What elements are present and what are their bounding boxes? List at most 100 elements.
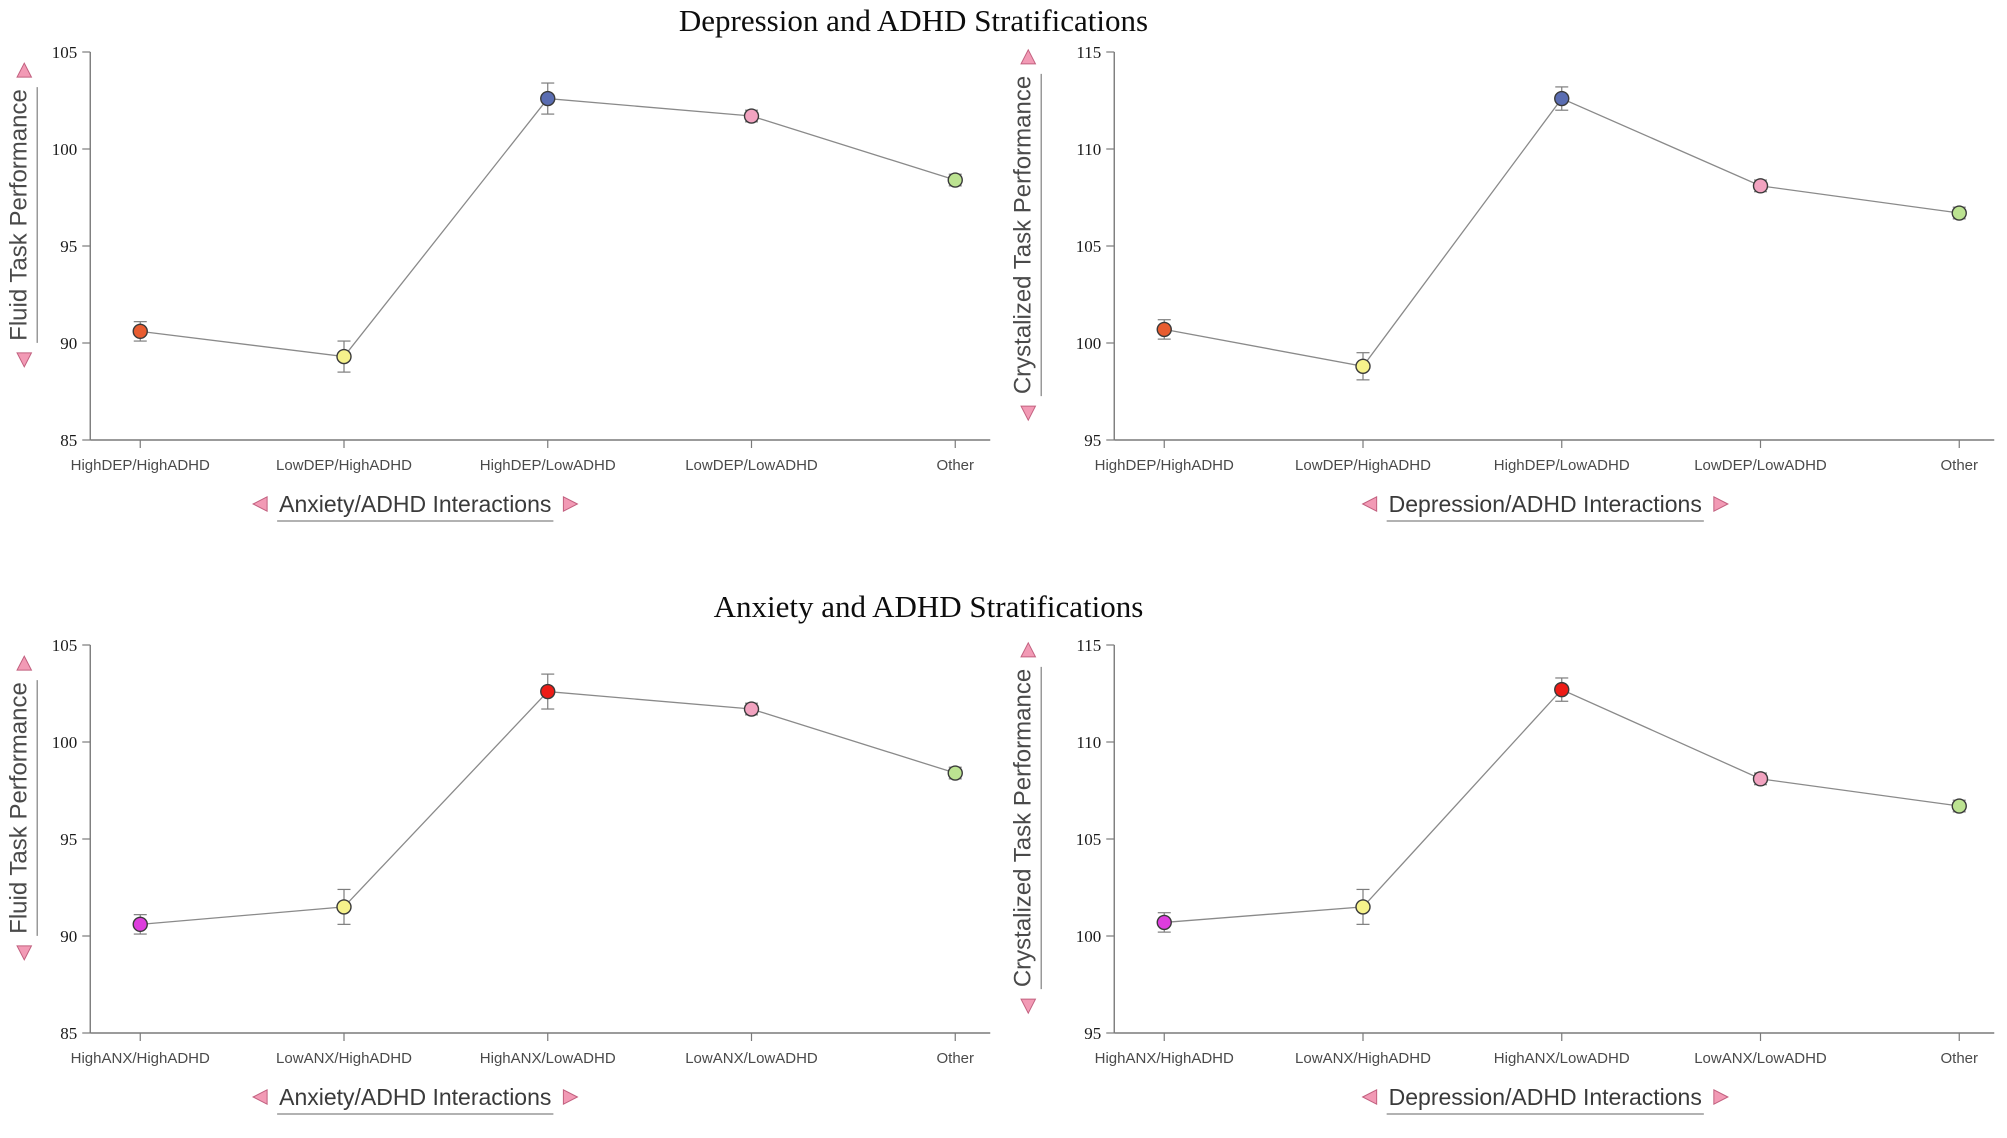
x-tick-label: HighANX/HighADHD — [71, 1050, 210, 1067]
y-title-up-arrow-icon — [17, 63, 31, 77]
data-point-HighDEP/LowADHD — [1554, 92, 1568, 106]
x-axis-title-text: Depression/ADHD Interactions — [1388, 1084, 1701, 1110]
data-point-LowANX/HighADHD — [1356, 900, 1370, 914]
data-point-LowDEP/LowADHD — [1753, 179, 1767, 193]
y-axis-title: Crystalized Task Performance — [1009, 50, 1041, 420]
y-axis-title-text: Crystalized Task Performance — [1009, 76, 1036, 394]
y-tick-label: 110 — [1076, 140, 1101, 159]
y-title-up-arrow-icon — [1021, 643, 1035, 657]
y-axis-title-text: Fluid Task Performance — [5, 89, 32, 341]
y-title-down-arrow-icon — [17, 946, 31, 960]
y-axis-title-text: Crystalized Task Performance — [1009, 669, 1036, 987]
data-point-Other — [948, 173, 962, 187]
y-tick-label: 115 — [1076, 43, 1101, 62]
y-tick-label: 95 — [60, 830, 77, 849]
x-title-left-arrow-icon — [1362, 1090, 1376, 1104]
y-tick-label: 95 — [1084, 1024, 1101, 1043]
panel-anxiety-crystalized: 95 100 105 110 115 HighANX/HighADHD LowANX/Hig… — [1004, 633, 2007, 1138]
y-title-down-arrow-icon — [1021, 406, 1035, 420]
x-axis-title: Anxiety/ADHD Interactions — [253, 491, 577, 521]
y-tick-label: 105 — [52, 636, 78, 655]
data-point-HighDEP/HighADHD — [133, 324, 147, 338]
charts-row-depression: 85 90 95 100 105 HighDEP/HighADHD LowDEP/HighA… — [0, 40, 2007, 545]
x-tick-label: LowANX/HighADHD — [1295, 1050, 1431, 1067]
data-point-Other — [1952, 799, 1966, 813]
x-axis-title-text: Depression/ADHD Interactions — [1388, 491, 1701, 517]
data-point-LowANX/HighADHD — [337, 900, 351, 914]
data-point-LowANX/LowADHD — [1753, 772, 1767, 786]
series-line — [140, 99, 955, 357]
y-axis-title: Crystalized Task Performance — [1009, 643, 1041, 1013]
x-tick-label: LowANX/LowADHD — [685, 1050, 818, 1067]
y-tick-label: 85 — [60, 431, 77, 450]
x-title-right-arrow-icon — [563, 497, 577, 511]
y-axis-title: Fluid Task Performance — [5, 656, 37, 960]
data-point-Other — [948, 766, 962, 780]
x-tick-label: Other — [1940, 1050, 1978, 1067]
x-axis-title: Anxiety/ADHD Interactions — [253, 1084, 577, 1114]
x-tick-label: LowANX/HighADHD — [276, 1050, 412, 1067]
data-point-Other — [1952, 206, 1966, 220]
x-axis-title: Depression/ADHD Interactions — [1362, 491, 1727, 521]
x-tick-label: HighDEP/LowADHD — [1493, 457, 1629, 474]
y-title-up-arrow-icon — [1021, 50, 1035, 64]
x-tick-label: HighANX/LowADHD — [1493, 1050, 1629, 1067]
x-tick-label: LowDEP/HighADHD — [276, 457, 412, 474]
x-tick-label: Other — [936, 1050, 974, 1067]
y-tick-label: 105 — [1075, 830, 1101, 849]
x-title-right-arrow-icon — [563, 1090, 577, 1104]
y-tick-label: 110 — [1076, 733, 1101, 752]
y-tick-label: 95 — [60, 237, 77, 256]
series-line — [1164, 99, 1959, 367]
y-title-down-arrow-icon — [1021, 999, 1035, 1013]
x-tick-label: HighDEP/LowADHD — [480, 457, 616, 474]
y-tick-label: 100 — [1075, 334, 1101, 353]
x-title-left-arrow-icon — [253, 1090, 267, 1104]
x-tick-label: HighANX/LowADHD — [480, 1050, 616, 1067]
x-tick-label: LowANX/LowADHD — [1694, 1050, 1827, 1067]
x-tick-label: LowDEP/LowADHD — [1694, 457, 1827, 474]
x-axis-title: Depression/ADHD Interactions — [1362, 1084, 1727, 1114]
x-title-right-arrow-icon — [1713, 497, 1727, 511]
y-tick-label: 100 — [1075, 927, 1101, 946]
x-tick-label: HighANX/HighADHD — [1094, 1050, 1233, 1067]
data-point-HighANX/HighADHD — [133, 917, 147, 931]
x-axis-title-text: Anxiety/ADHD Interactions — [279, 491, 551, 517]
x-tick-label: HighDEP/HighADHD — [1094, 457, 1233, 474]
y-axis-title: Fluid Task Performance — [5, 63, 37, 367]
x-title-left-arrow-icon — [253, 497, 267, 511]
data-point-HighDEP/LowADHD — [541, 92, 555, 106]
y-tick-label: 100 — [52, 733, 78, 752]
chart-anxiety-crystalized-svg: 95 100 105 110 115 HighANX/HighADHD LowANX/Hig… — [1004, 633, 2007, 1138]
data-point-LowDEP/HighADHD — [337, 350, 351, 364]
y-tick-label: 95 — [1084, 431, 1101, 450]
data-point-LowANX/LowADHD — [745, 702, 759, 716]
data-point-HighDEP/HighADHD — [1157, 322, 1171, 336]
y-tick-label: 115 — [1076, 636, 1101, 655]
data-point-HighANX/LowADHD — [541, 685, 555, 699]
series-line — [1164, 690, 1959, 923]
y-axis-title-text: Fluid Task Performance — [5, 682, 32, 934]
x-tick-label: HighDEP/HighADHD — [71, 457, 210, 474]
y-tick-label: 90 — [60, 334, 77, 353]
y-tick-label: 100 — [52, 140, 78, 159]
x-tick-label: Other — [936, 457, 974, 474]
data-point-LowDEP/HighADHD — [1356, 359, 1370, 373]
y-tick-label: 85 — [60, 1024, 77, 1043]
data-point-HighANX/HighADHD — [1157, 915, 1171, 929]
data-point-LowDEP/LowADHD — [745, 109, 759, 123]
y-tick-label: 105 — [1075, 237, 1101, 256]
x-tick-label: Other — [1940, 457, 1978, 474]
data-point-HighANX/LowADHD — [1554, 683, 1568, 697]
y-title-down-arrow-icon — [17, 353, 31, 367]
x-axis-title-text: Anxiety/ADHD Interactions — [279, 1084, 551, 1110]
x-tick-label: LowDEP/LowADHD — [685, 457, 818, 474]
